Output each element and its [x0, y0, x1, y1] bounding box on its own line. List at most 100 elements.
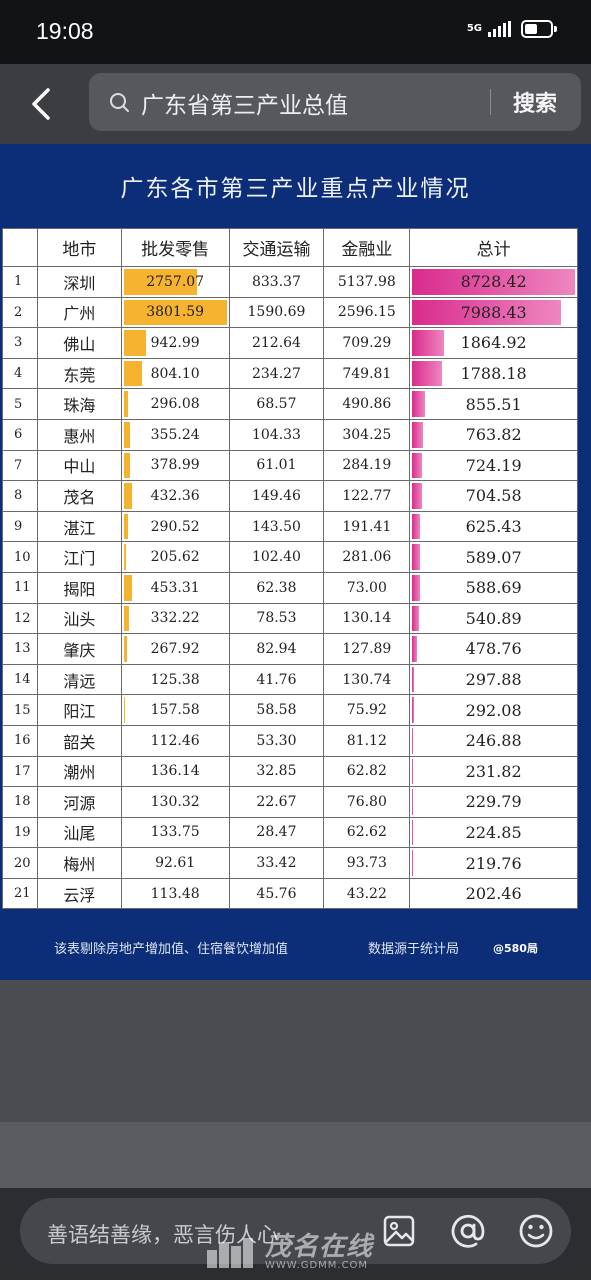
back-button[interactable]	[22, 82, 62, 126]
total-value: 219.76	[465, 853, 522, 873]
row-index: 15	[2, 694, 38, 726]
retail-cell: 3801.59	[120, 296, 230, 329]
row-index: 8	[2, 480, 38, 512]
row-index: 16	[2, 724, 38, 757]
total-bar	[412, 360, 443, 387]
retail-bar	[123, 299, 227, 326]
total-value: 231.82	[465, 761, 522, 781]
watermark: 茂名在线 WWW.GDMM.COM	[205, 1234, 373, 1271]
search-input[interactable]: 广东省第三产业总值	[141, 93, 348, 119]
table-title: 广东各市第三产业重点产业情况	[120, 176, 471, 202]
total-bar	[412, 299, 561, 326]
total-value: 724.19	[465, 455, 522, 475]
table-source: 数据源于统计局	[368, 942, 460, 957]
total-bar	[412, 452, 423, 479]
retail-value: 205.62	[150, 549, 200, 566]
table-row: 14 清远 125.38 41.76 130.74 297.88	[2, 663, 578, 696]
table-row: 10 江门 205.62 102.40 281.06 589.07	[2, 541, 578, 573]
table-body: 1 深圳 2757.07 833.37 5137.98 8728.42 2 广州 3801.59…	[2, 266, 578, 910]
retail-value: 355.24	[150, 426, 200, 443]
table-row: 15 阳江 157.58 58.58 75.92 292.08	[2, 694, 578, 726]
row-city: 梅州	[36, 847, 122, 879]
transport-cell: 149.46	[228, 480, 325, 512]
retail-cell: 942.99	[120, 327, 230, 359]
retail-cell: 92.61	[120, 847, 230, 879]
total-cell: 231.82	[409, 755, 578, 788]
retail-cell: 133.75	[120, 816, 230, 849]
finance-cell: 191.41	[323, 510, 411, 543]
status-time: 19:08	[36, 18, 94, 44]
header-finance: 金融业	[323, 228, 411, 267]
transport-cell: 102.40	[228, 541, 325, 573]
retail-cell: 157.58	[120, 694, 230, 726]
finance-cell: 43.22	[323, 877, 411, 910]
data-table: 地市 批发零售 交通运输 金融业 总计 1 深圳 2757.07 833.37 5137…	[2, 228, 578, 910]
transport-cell: 62.38	[228, 571, 325, 604]
search-box[interactable]: 广东省第三产业总值 搜索	[89, 73, 581, 131]
table-row: 7 中山 378.99 61.01 284.19 724.19	[2, 449, 578, 482]
retail-cell: 378.99	[120, 449, 230, 482]
retail-cell: 267.92	[120, 633, 230, 665]
total-value: 1788.18	[460, 364, 527, 384]
finance-cell: 73.00	[323, 571, 411, 604]
row-city: 深圳	[36, 266, 122, 298]
comment-input[interactable]: 善语结善缘，恶言伤人心	[20, 1198, 571, 1264]
comment-placeholder: 善语结善缘，恶言伤人心	[47, 1223, 278, 1247]
retail-value: 113.48	[150, 885, 200, 902]
table-image: 广东各市第三产业重点产业情况 地市 批发零售 交通运输 金融业 总计 1 深圳 27…	[0, 144, 591, 980]
retail-bar	[123, 544, 126, 570]
total-value: 540.89	[465, 608, 522, 628]
row-city: 惠州	[36, 418, 122, 451]
row-index: 12	[2, 602, 38, 635]
total-bar	[412, 269, 575, 295]
retail-value: 942.99	[150, 334, 200, 351]
row-index: 6	[2, 418, 38, 451]
finance-cell: 709.29	[323, 327, 411, 359]
row-city: 潮州	[36, 755, 122, 788]
retail-cell: 355.24	[120, 418, 230, 451]
watermark-text: 茂名在线	[265, 1232, 374, 1262]
table-row: 11 揭阳 453.31 62.38 73.00 588.69	[2, 571, 578, 604]
transport-cell: 41.76	[228, 663, 325, 696]
finance-cell: 130.74	[323, 663, 411, 696]
row-city: 湛江	[36, 510, 122, 543]
row-index: 19	[2, 816, 38, 849]
total-bar	[412, 636, 418, 662]
table-row: 3 佛山 942.99 212.64 709.29 1864.92	[2, 327, 578, 359]
total-bar	[412, 330, 444, 356]
header-total: 总计	[409, 228, 578, 267]
emoji-icon[interactable]	[517, 1212, 555, 1250]
image-icon[interactable]	[382, 1214, 416, 1248]
retail-cell: 130.32	[120, 786, 230, 818]
finance-cell: 284.19	[323, 449, 411, 482]
at-icon[interactable]	[449, 1212, 487, 1250]
status-bar: 19:08 5G	[0, 0, 591, 64]
retail-cell: 432.36	[120, 480, 230, 512]
table-row: 6 惠州 355.24 104.33 304.25 763.82	[2, 418, 578, 451]
retail-value: 453.31	[150, 579, 200, 596]
total-value: 292.08	[465, 700, 522, 720]
total-bar	[412, 605, 419, 632]
transport-cell: 61.01	[228, 449, 325, 482]
transport-cell: 104.33	[228, 418, 325, 451]
row-index: 3	[2, 327, 38, 359]
retail-value: 267.92	[150, 640, 200, 657]
total-cell: 202.46	[409, 877, 578, 910]
row-city: 云浮	[36, 877, 122, 910]
search-button[interactable]: 搜索	[513, 92, 558, 117]
row-index: 10	[2, 541, 38, 573]
retail-cell: 296.08	[120, 388, 230, 420]
retail-value: 3801.59	[146, 304, 205, 321]
total-value: 588.69	[465, 578, 522, 598]
retail-cell: 112.46	[120, 724, 230, 757]
total-bar	[412, 727, 413, 754]
transport-cell: 78.53	[228, 602, 325, 635]
row-index: 20	[2, 847, 38, 879]
table-row: 12 汕头 332.22 78.53 130.14 540.89	[2, 602, 578, 635]
table-row: 20 梅州 92.61 33.42 93.73 219.76	[2, 847, 578, 879]
retail-value: 112.46	[150, 732, 200, 749]
watermark-url: WWW.GDMM.COM	[265, 1260, 369, 1271]
row-city: 汕头	[36, 602, 122, 635]
row-city: 佛山	[36, 327, 122, 359]
total-cell: 219.76	[409, 847, 578, 879]
